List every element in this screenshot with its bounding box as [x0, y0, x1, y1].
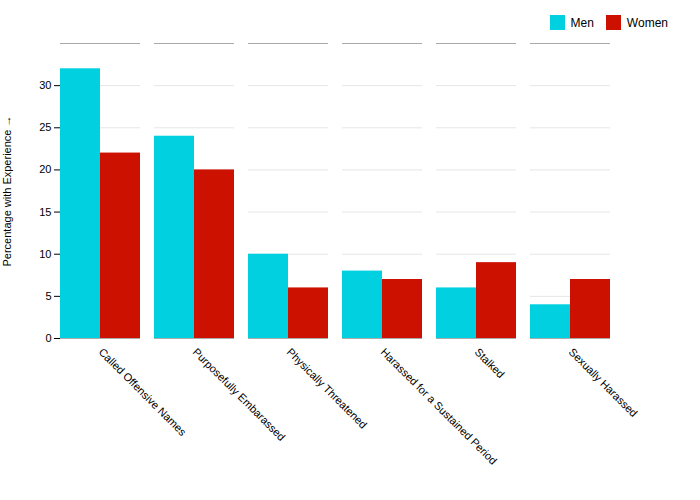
svg-text:Purposefully Embarassed: Purposefully Embarassed	[191, 346, 288, 443]
svg-text:Percentage with Experience →: Percentage with Experience →	[1, 115, 13, 266]
svg-text:5: 5	[45, 290, 51, 302]
svg-text:Physically Threatened: Physically Threatened	[285, 346, 370, 431]
svg-text:Called Offensive Names: Called Offensive Names	[97, 346, 190, 439]
svg-text:Sexually Harassed: Sexually Harassed	[567, 346, 640, 419]
svg-text:20: 20	[39, 163, 51, 175]
svg-text:Stalked: Stalked	[473, 346, 507, 380]
svg-text:25: 25	[39, 121, 51, 133]
svg-text:0: 0	[45, 332, 51, 344]
svg-text:30: 30	[39, 79, 51, 91]
svg-text:15: 15	[39, 206, 51, 218]
html-text:Men: Men	[570, 15, 594, 30]
svg-text:Harassed for a Sustained Perio: Harassed for a Sustained Period	[379, 346, 500, 467]
html-text:Women: Women	[626, 15, 668, 30]
svg-text:10: 10	[39, 248, 51, 260]
